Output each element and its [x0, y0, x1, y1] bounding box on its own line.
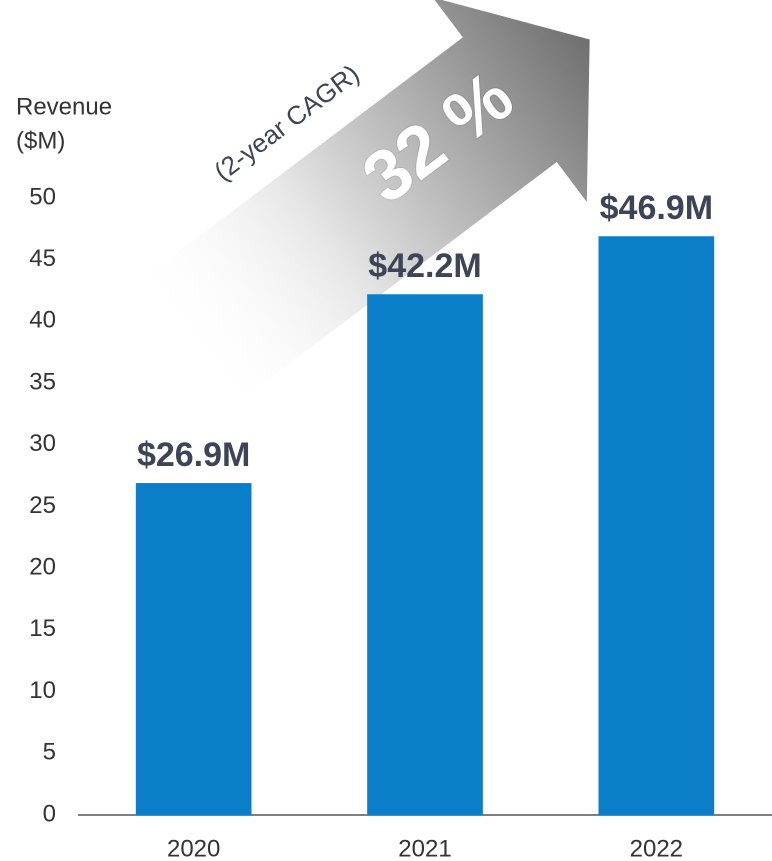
value-label: $46.9M [600, 189, 713, 227]
value-label: $42.2M [368, 247, 481, 285]
arrow-shape [135, 0, 590, 409]
y-tick-label: 10 [29, 677, 56, 704]
x-tick-label: 2021 [398, 835, 451, 861]
y-tick-label: 45 [29, 245, 56, 272]
y-tick-label: 15 [29, 615, 56, 642]
x-tick-label: 2020 [167, 835, 220, 861]
value-label: $26.9M [137, 436, 250, 474]
y-tick-label: 25 [29, 492, 56, 519]
y-axis-label: ($M) [16, 127, 65, 154]
y-tick-label: 35 [29, 368, 56, 395]
y-tick-label: 50 [29, 183, 56, 210]
y-tick-label: 40 [29, 307, 56, 334]
y-axis-label: Revenue [16, 93, 112, 120]
y-tick-label: 5 [43, 739, 56, 766]
bar [367, 294, 483, 815]
x-tick-label: 2022 [630, 835, 683, 861]
y-tick-label: 30 [29, 430, 56, 457]
bar [135, 483, 252, 815]
y-tick-label: 0 [43, 800, 56, 827]
bar [598, 236, 715, 815]
y-tick-label: 20 [29, 554, 56, 581]
